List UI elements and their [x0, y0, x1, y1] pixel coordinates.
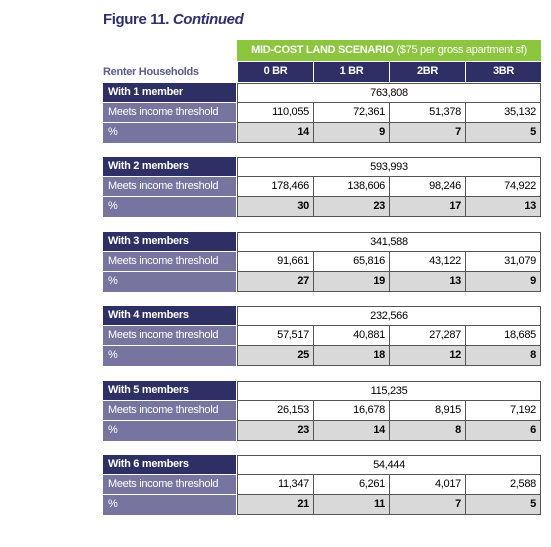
pct-label: % — [103, 495, 236, 515]
group-total: 593,993 — [237, 157, 541, 178]
meets-value: 74,922 — [465, 177, 541, 198]
meets-value: 35,132 — [465, 103, 541, 123]
meets-value: 178,466 — [237, 177, 313, 198]
meets-value: 57,517 — [237, 326, 313, 347]
group-name: With 6 members — [103, 455, 236, 475]
pct-value: 14 — [237, 123, 313, 143]
meets-value: 138,606 — [313, 177, 389, 198]
group-name: With 4 members — [103, 306, 236, 327]
meets-value: 4,017 — [389, 475, 465, 495]
pct-value: 8 — [465, 346, 541, 367]
pct-value: 5 — [465, 123, 541, 143]
meets-label: Meets income threshold — [103, 103, 236, 123]
meets-value: 6,261 — [313, 475, 389, 495]
meets-value: 51,378 — [389, 103, 465, 123]
pct-value: 18 — [313, 346, 389, 367]
pct-value: 25 — [237, 346, 313, 367]
meets-value: 72,361 — [313, 103, 389, 123]
meets-label: Meets income threshold — [103, 400, 236, 421]
meets-label: Meets income threshold — [103, 326, 236, 347]
group-total: 115,235 — [237, 380, 541, 401]
meets-value: 26,153 — [237, 400, 313, 421]
pct-value: 5 — [465, 495, 541, 515]
group-total: 763,808 — [237, 83, 541, 103]
pct-value: 7 — [389, 495, 465, 515]
scenario-title: MID-COST LAND SCENARIO — [251, 44, 394, 56]
figure-continued: Continued — [172, 11, 244, 28]
meets-value: 40,881 — [313, 326, 389, 347]
figure-label: Figure 11. — [103, 11, 170, 28]
group-name: With 2 members — [103, 157, 236, 178]
scenario-header: MID-COST LAND SCENARIO ($75 per gross ap… — [237, 40, 541, 61]
pct-value: 27 — [237, 271, 313, 292]
pct-value: 7 — [389, 123, 465, 143]
group-total: 54,444 — [237, 455, 541, 475]
column-header: 0 BR — [237, 62, 313, 82]
meets-value: 65,816 — [313, 251, 389, 272]
pct-value: 21 — [237, 495, 313, 515]
scenario-note: ($75 per gross apartment sf) — [393, 44, 527, 56]
pct-value: 13 — [465, 197, 541, 218]
meets-value: 98,246 — [389, 177, 465, 198]
meets-value: 7,192 — [465, 400, 541, 421]
pct-label: % — [103, 197, 236, 218]
meets-value: 91,661 — [237, 251, 313, 272]
meets-value: 110,055 — [237, 103, 313, 123]
pct-value: 9 — [465, 271, 541, 292]
group-name: With 1 member — [103, 83, 236, 103]
group-total: 232,566 — [237, 306, 541, 327]
pct-value: 30 — [237, 197, 313, 218]
pct-value: 17 — [389, 197, 465, 218]
group-total: 341,588 — [237, 231, 541, 252]
pct-value: 23 — [313, 197, 389, 218]
group-name: With 5 members — [103, 380, 236, 401]
meets-value: 43,122 — [389, 251, 465, 272]
pct-value: 13 — [389, 271, 465, 292]
pct-label: % — [103, 420, 236, 441]
pct-label: % — [103, 123, 236, 143]
meets-label: Meets income threshold — [103, 475, 236, 495]
meets-label: Meets income threshold — [103, 177, 236, 198]
row-header: Renter Households — [103, 66, 199, 78]
group-name: With 3 members — [103, 231, 236, 252]
pct-value: 6 — [465, 420, 541, 441]
pct-value: 8 — [389, 420, 465, 441]
meets-label: Meets income threshold — [103, 251, 236, 272]
meets-value: 2,588 — [465, 475, 541, 495]
column-header: 3BR — [465, 62, 541, 82]
meets-value: 18,685 — [465, 326, 541, 347]
pct-value: 14 — [313, 420, 389, 441]
pct-value: 19 — [313, 271, 389, 292]
pct-value: 11 — [313, 495, 389, 515]
meets-value: 11,347 — [237, 475, 313, 495]
meets-value: 16,678 — [313, 400, 389, 421]
meets-value: 31,079 — [465, 251, 541, 272]
pct-value: 9 — [313, 123, 389, 143]
meets-value: 27,287 — [389, 326, 465, 347]
pct-label: % — [103, 346, 236, 367]
pct-label: % — [103, 271, 236, 292]
meets-value: 8,915 — [389, 400, 465, 421]
pct-value: 23 — [237, 420, 313, 441]
figure-title: Figure 11. Continued — [103, 11, 244, 28]
column-header: 2BR — [389, 62, 465, 82]
pct-value: 12 — [389, 346, 465, 367]
column-header: 1 BR — [313, 62, 389, 82]
